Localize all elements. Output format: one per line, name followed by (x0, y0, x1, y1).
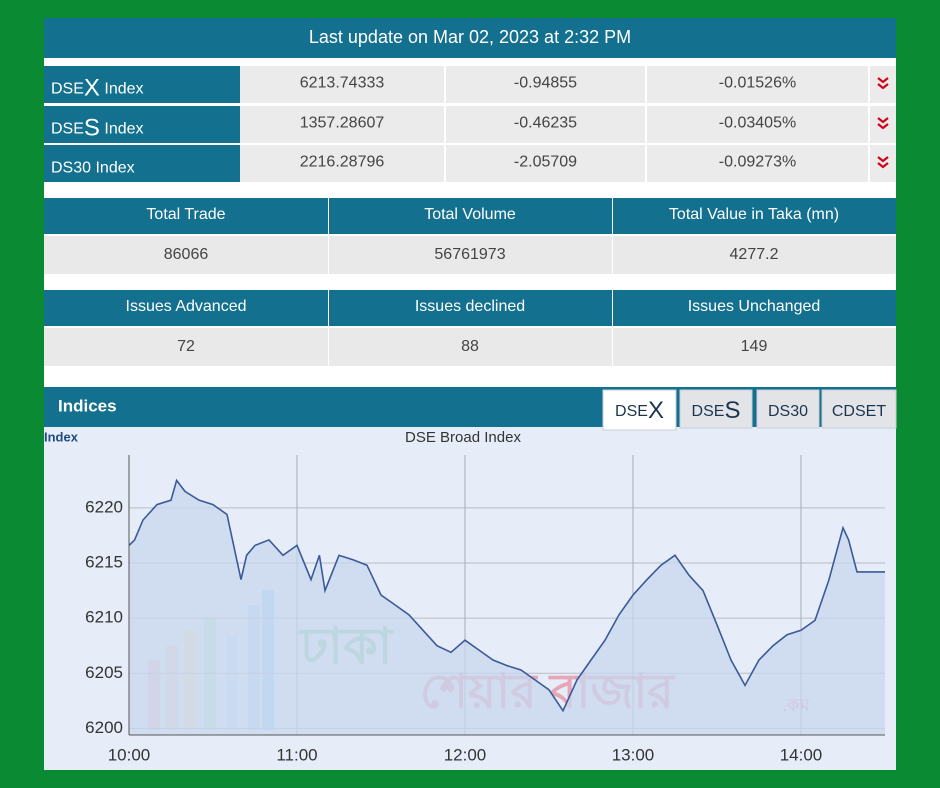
table-header: Total Trade (146, 206, 225, 223)
table-header-cell (329, 198, 612, 234)
table-value: 56761973 (434, 246, 505, 263)
table-header: Issues declined (415, 298, 525, 315)
table-header: Total Value in Taka (mn) (669, 206, 839, 223)
label-part: X (84, 75, 100, 102)
tab[interactable] (602, 389, 677, 431)
chart-title: DSE Broad Index (405, 429, 521, 446)
y-axis-label: Index (44, 429, 79, 444)
index-value: 2216.28796 (300, 154, 385, 171)
table-cell (44, 236, 328, 274)
down-arrow-icon (877, 156, 889, 169)
table-cell (44, 328, 328, 366)
table-value: 72 (177, 338, 195, 355)
x-tick-label: 10:00 (108, 745, 151, 764)
label-part: DSE (615, 403, 648, 420)
x-tick-label: 11:00 (276, 745, 317, 764)
index-change: -0.94855 (514, 75, 577, 92)
table-header-cell (44, 290, 328, 326)
index-value: 6213.74333 (300, 75, 385, 92)
index-cell (240, 66, 444, 103)
table-value: 149 (741, 338, 768, 355)
label-part: Index (100, 121, 144, 138)
index-label-cell (44, 66, 240, 103)
table-cell (329, 236, 612, 274)
label: DS30 Index (51, 160, 135, 177)
section-title: Indices (58, 396, 117, 415)
index-percent: -0.01526% (719, 75, 796, 92)
label-part: S (724, 397, 740, 424)
label-part: X (648, 397, 664, 424)
table-value: 4277.2 (730, 246, 779, 263)
table-header-cell (613, 290, 896, 326)
y-tick-label: 6220 (85, 497, 123, 516)
label-part: DSE (51, 121, 84, 138)
tab[interactable] (679, 389, 753, 429)
index-cell (647, 106, 868, 143)
label: DS30 (768, 403, 808, 420)
label-part: S (84, 115, 100, 142)
label-part: DSE (692, 403, 725, 420)
label-part: Index (100, 81, 144, 98)
tab[interactable] (756, 389, 820, 429)
index-change: -2.05709 (514, 154, 577, 171)
index-value: 1357.28607 (300, 115, 385, 132)
arrow-cell (870, 145, 896, 182)
index-cell (240, 145, 444, 182)
index-percent: -0.03405% (719, 115, 796, 132)
table-cell (613, 328, 896, 366)
label: CDSET (832, 403, 886, 420)
table-header-cell (613, 198, 896, 234)
x-tick-label: 12:00 (444, 745, 487, 764)
table-header-cell (44, 198, 328, 234)
y-tick-label: 6210 (85, 608, 123, 627)
label-part: DS30 (768, 403, 808, 420)
index-cell (647, 66, 868, 103)
table-header: Total Volume (424, 206, 516, 223)
last-update: Last update on Mar 02, 2023 at 2:32 PM (309, 27, 631, 47)
table-header: Issues Unchanged (688, 298, 821, 315)
table-cell (613, 236, 896, 274)
down-arrow-icon (877, 77, 889, 90)
arrow-cell (870, 106, 896, 143)
label: DSES Index (51, 115, 144, 142)
index-cell (446, 66, 645, 103)
table-cell (329, 328, 612, 366)
label: DSES (692, 397, 741, 424)
index-label-cell (44, 145, 240, 182)
line (128, 478, 885, 713)
label: DSEX Index (51, 75, 144, 102)
y-tick-label: 6205 (85, 663, 123, 682)
table-header-cell (329, 290, 612, 326)
index-percent: -0.09273% (719, 154, 796, 171)
table-value: 86066 (164, 246, 209, 263)
down-arrow-icon (877, 117, 889, 130)
tab[interactable] (821, 389, 897, 429)
y-tick-label: 6200 (85, 718, 123, 737)
index-cell (647, 145, 868, 182)
index-cell (240, 106, 444, 143)
x-tick-label: 14:00 (780, 745, 823, 764)
x-tick-label: 13:00 (612, 745, 655, 764)
header-bar (44, 18, 896, 58)
y-tick-label: 6215 (85, 553, 123, 572)
section-bar (44, 387, 896, 427)
label: DSEX (615, 397, 664, 424)
index-cell (446, 106, 645, 143)
table-value: 88 (461, 338, 479, 355)
index-label-cell (44, 106, 240, 143)
label-part: CDSET (832, 403, 886, 420)
index-change: -0.46235 (514, 115, 577, 132)
index-cell (446, 145, 645, 182)
arrow-cell (870, 66, 896, 103)
label-part: DS30 Index (51, 160, 135, 177)
label-part: DSE (51, 81, 84, 98)
area (129, 480, 885, 735)
table-header: Issues Advanced (126, 298, 247, 315)
